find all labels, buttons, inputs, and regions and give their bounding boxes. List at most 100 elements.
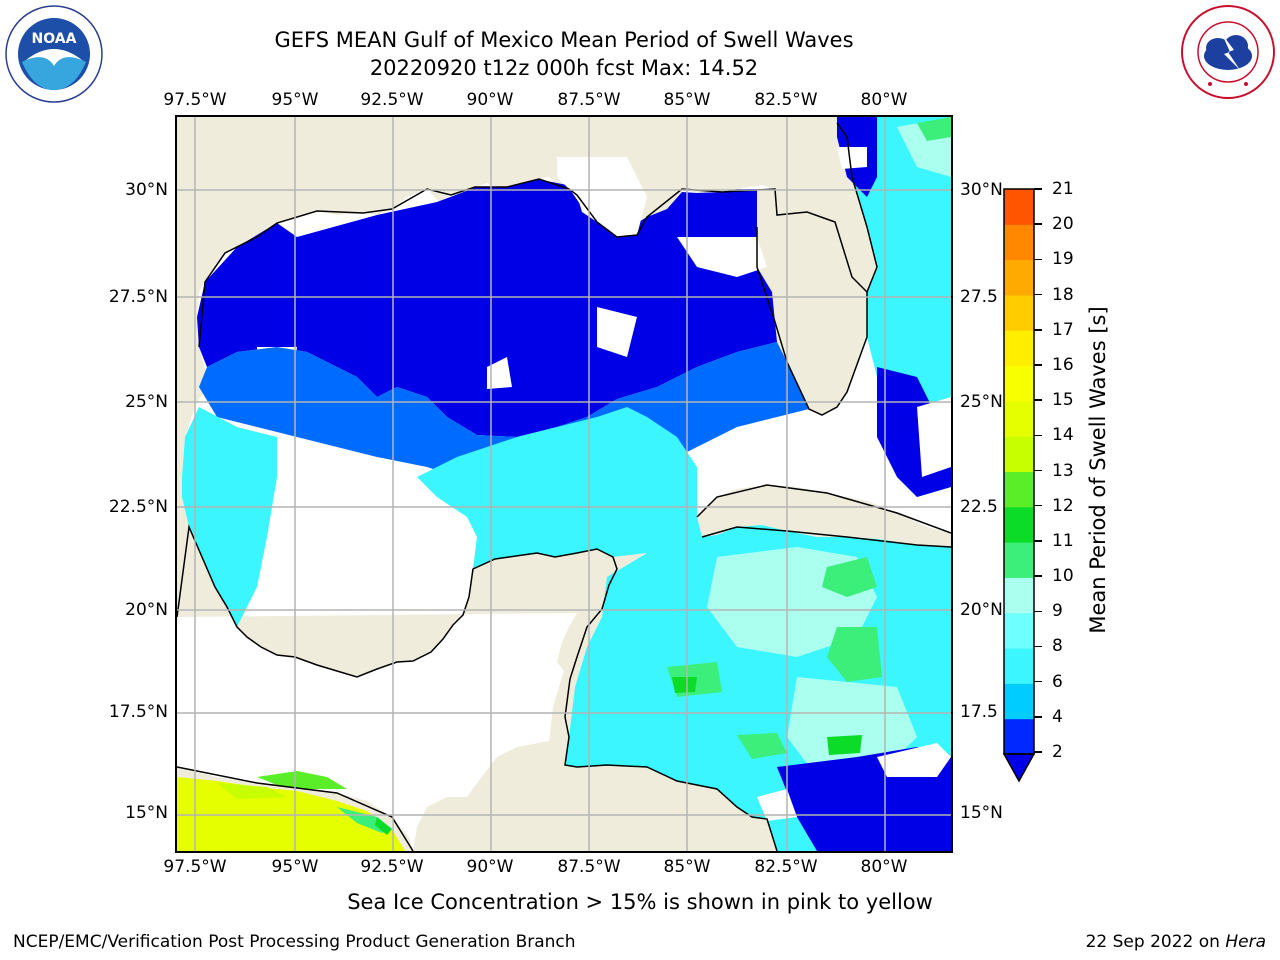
colorbar-tick-label: 6 xyxy=(1052,671,1063,692)
land-cuba xyxy=(697,485,951,547)
lon-label-bottom: 87.5°W xyxy=(557,857,621,877)
colorbar-tick-mark xyxy=(1034,751,1042,753)
colorbar-tick-mark xyxy=(1034,645,1042,648)
colorbar-tick-label: 2 xyxy=(1052,742,1063,762)
chart-title: GEFS MEAN Gulf of Mexico Mean Period of … xyxy=(274,28,854,52)
lat-label-right: 22.5 xyxy=(960,497,998,517)
colorbar-cell xyxy=(1004,577,1034,614)
lon-label-bottom: 82.5°W xyxy=(754,857,818,877)
colorbar-tick-mark xyxy=(1034,223,1042,225)
coastline xyxy=(177,122,951,851)
colorbar-tick-label: 20 xyxy=(1052,214,1074,235)
colorbar-cell xyxy=(1004,542,1034,578)
colorbar-cell xyxy=(1004,648,1034,684)
colorbar-tick-mark xyxy=(1034,716,1042,718)
lon-label-top: 82.5°W xyxy=(754,90,818,110)
colorbar-tick-label: 16 xyxy=(1052,354,1074,375)
lat-label-right: 15°N xyxy=(960,803,1003,823)
colorbar-cell xyxy=(1004,189,1034,225)
lon-label-top: 97.5°W xyxy=(163,90,227,110)
colorbar-cells xyxy=(1004,189,1034,755)
colorbar-tick-label: 12 xyxy=(1052,495,1074,516)
lat-label-left: 22.5°N xyxy=(108,497,168,517)
lat-label-left: 17.5°N xyxy=(108,702,168,722)
colorbar-tick-mark xyxy=(1034,364,1042,366)
lat-label-left: 15°N xyxy=(125,803,168,823)
lat-label-right: 17.5 xyxy=(960,702,998,722)
date-stamp-host: Hera xyxy=(1225,932,1266,952)
noaa-logo: NOAA xyxy=(5,5,103,103)
graticule xyxy=(177,117,951,851)
colorbar-label: Mean Period of Swell Waves [s] xyxy=(1086,306,1110,634)
colorbar-cell xyxy=(1004,683,1034,720)
colorbar-tick-label: 14 xyxy=(1052,425,1074,446)
colorbar-cell xyxy=(1004,400,1034,437)
lat-label-right: 27.5 xyxy=(960,287,998,307)
colorbar-cell xyxy=(1004,330,1034,367)
lon-label-bottom: 92.5°W xyxy=(360,857,424,877)
colorbar-tick-label: 19 xyxy=(1052,249,1074,270)
colorbar-tick-label: 18 xyxy=(1052,284,1074,305)
lon-label-top: 92.5°W xyxy=(360,90,424,110)
colorbar-cell xyxy=(1004,294,1034,331)
colorbar-tick-mark xyxy=(1034,399,1042,401)
lat-label-left: 30°N xyxy=(125,180,168,200)
colorbar-tick-mark xyxy=(1034,504,1042,507)
colorbar-tick-label: 21 xyxy=(1052,179,1074,199)
colorbar-tick-mark xyxy=(1034,434,1042,437)
colorbar-tick-label: 9 xyxy=(1052,601,1063,622)
date-stamp-date: 22 Sep 2022 on xyxy=(1085,932,1220,952)
colorbar-tick-mark xyxy=(1034,329,1042,331)
lat-label-right: 20°N xyxy=(960,600,1003,620)
date-stamp: 22 Sep 2022 on Hera xyxy=(1086,932,1266,952)
lon-label-bottom: 85°W xyxy=(663,857,711,877)
map-canvas xyxy=(177,117,951,851)
colorbar-tick-label: 11 xyxy=(1052,530,1074,551)
colorbar-tick-mark xyxy=(1034,469,1042,472)
lon-label-top: 80°W xyxy=(860,90,908,110)
lon-label-bottom: 97.5°W xyxy=(163,857,227,877)
colorbar-tick-mark xyxy=(1034,188,1042,190)
colorbar-tick-label: 13 xyxy=(1052,460,1074,481)
lat-label-left: 27.5°N xyxy=(108,287,168,307)
colorbar-cell xyxy=(1004,718,1034,755)
lon-label-top: 85°W xyxy=(663,90,711,110)
lat-label-right: 30°N xyxy=(960,180,1003,200)
lon-label-bottom: 95°W xyxy=(271,857,319,877)
lat-label-left: 25°N xyxy=(125,392,168,412)
colorbar-tick-mark xyxy=(1034,610,1042,612)
lon-label-top: 87.5°W xyxy=(557,90,621,110)
lon-label-bottom: 80°W xyxy=(860,857,908,877)
nws-logo xyxy=(1181,5,1275,99)
colorbar-tick-mark xyxy=(1034,293,1042,296)
footnote: Sea Ice Concentration > 15% is shown in … xyxy=(347,890,933,914)
swell-period-fields xyxy=(177,117,951,851)
map-panel xyxy=(175,115,953,853)
lon-label-top: 95°W xyxy=(271,90,319,110)
lat-label-right: 25°N xyxy=(960,392,1003,412)
chart-subtitle: 20220920 t12z 000h fcst Max: 14.52 xyxy=(369,56,759,80)
colorbar-cell xyxy=(1004,224,1034,261)
svg-text:NOAA: NOAA xyxy=(32,31,77,47)
colorbar-cell xyxy=(1004,436,1034,472)
colorbar-tick-mark xyxy=(1034,258,1042,261)
lon-label-bottom: 90°W xyxy=(466,857,514,877)
colorbar-cell xyxy=(1004,612,1034,649)
colorbar-outline xyxy=(1003,188,1035,755)
colorbar-cell xyxy=(1004,365,1034,402)
colorbar-tick-label: 4 xyxy=(1052,706,1063,727)
lon-label-top: 90°W xyxy=(466,90,514,110)
colorbar-tick-label: 17 xyxy=(1052,319,1074,340)
colorbar-cell xyxy=(1004,506,1034,543)
land-yucatan xyxy=(413,553,777,851)
lat-label-left: 20°N xyxy=(125,600,168,620)
colorbar-tick-label: 8 xyxy=(1052,636,1063,657)
colorbar-cell xyxy=(1004,259,1034,296)
colorbar-cell xyxy=(1004,471,1034,508)
land-florida-peninsula xyxy=(757,189,867,415)
colorbar-tick-mark xyxy=(1034,540,1042,542)
colorbar-tick-mark xyxy=(1034,680,1042,683)
colorbar-extend-triangle xyxy=(1002,753,1036,783)
colorbar-tick-label: 10 xyxy=(1052,566,1074,587)
colorbar-tick-label: 15 xyxy=(1052,390,1074,411)
